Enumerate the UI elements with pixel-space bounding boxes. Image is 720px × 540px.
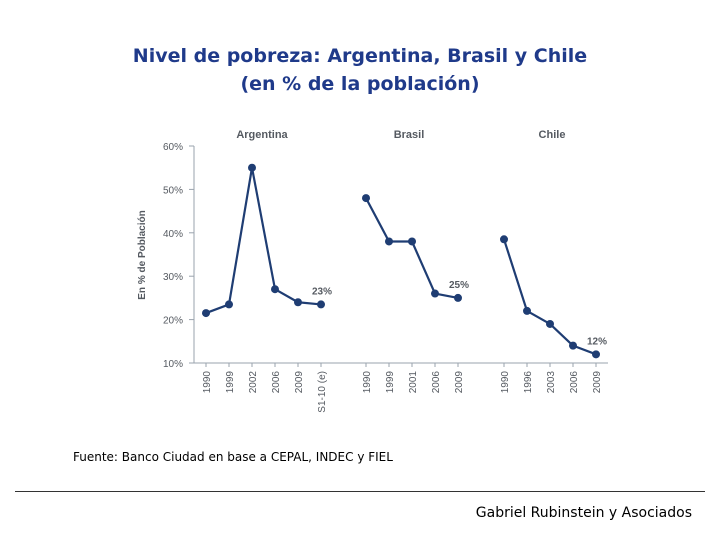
x-tick-label: 1990: [362, 371, 373, 394]
data-point: [523, 306, 531, 315]
data-point: [500, 235, 508, 244]
data-point: [294, 298, 302, 307]
source-note: Fuente: Banco Ciudad en base a CEPAL, IN…: [73, 450, 393, 464]
end-value-label: 25%: [449, 280, 469, 291]
series-line-chile: [502, 238, 597, 356]
series-line-argentina: [205, 166, 322, 315]
x-tick-label: 2009: [592, 371, 603, 394]
x-tick-label: 1996: [523, 371, 534, 394]
y-tick-label: 50%: [163, 185, 183, 196]
data-point: [454, 293, 462, 302]
y-tick-label: 60%: [163, 142, 183, 153]
x-tick-label: 2006: [431, 371, 442, 394]
data-point: [569, 341, 577, 350]
x-tick-label: S1-10 (e): [317, 371, 328, 413]
data-point: [408, 237, 416, 246]
y-tick-label: 40%: [163, 229, 183, 240]
y-tick-label: 20%: [163, 316, 183, 327]
y-tick-label: 10%: [163, 359, 183, 370]
data-point: [431, 289, 439, 298]
data-point: [202, 309, 210, 318]
x-tick-label: 2001: [408, 371, 419, 394]
x-tick-label: 1999: [225, 371, 236, 394]
x-tick-label: 2009: [294, 371, 305, 394]
y-axis-label: En % de Población: [137, 210, 148, 299]
y-tick-label: 30%: [163, 272, 183, 283]
x-tick-label: 1999: [385, 371, 396, 394]
x-tick-label: 2006: [569, 371, 580, 394]
series-name-chile: Chile: [539, 129, 566, 141]
data-point: [546, 319, 554, 328]
x-tick-label: 2009: [454, 371, 465, 394]
data-point: [385, 237, 393, 246]
end-value-label: 12%: [587, 336, 607, 347]
series-name-argentina: Argentina: [236, 129, 288, 141]
data-point: [248, 163, 256, 172]
chart-title-line1: Nivel de pobreza: Argentina, Brasil y Ch…: [132, 45, 588, 67]
series-name-brasil: Brasil: [394, 129, 425, 141]
data-point: [271, 285, 279, 294]
x-tick-label: 2006: [271, 371, 282, 394]
data-point: [225, 300, 233, 309]
footer-divider: [15, 491, 705, 492]
x-tick-label: 2002: [248, 371, 259, 394]
data-point: [592, 350, 600, 359]
x-tick-label: 2003: [546, 371, 557, 394]
x-tick-label: 1990: [500, 371, 511, 394]
series-line-brasil: [365, 197, 459, 299]
data-point: [317, 300, 325, 309]
footer-credit: Gabriel Rubinstein y Asociados: [475, 505, 692, 521]
chart-title-line2: (en % de la población): [240, 73, 480, 95]
data-point: [362, 194, 370, 203]
x-tick-label: 1990: [202, 371, 213, 394]
end-value-label: 23%: [312, 286, 332, 297]
